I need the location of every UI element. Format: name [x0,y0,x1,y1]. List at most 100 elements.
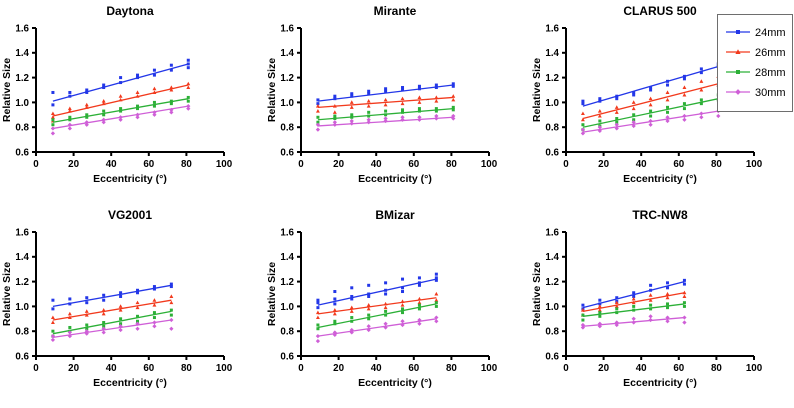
x-axis-label: Eccentricity (°) [358,377,432,389]
data-point [699,87,704,92]
x-tick-label: 60 [143,363,154,374]
data-point [417,307,421,311]
data-point [699,115,704,120]
data-point [169,99,173,103]
x-tick-label: 20 [68,363,79,374]
fit-line [317,278,437,306]
data-point [333,297,337,301]
data-point [367,283,371,287]
data-point [67,108,72,113]
data-point [699,71,703,75]
data-point [316,102,320,106]
data-point [152,100,156,104]
x-tick-label: 100 [481,159,498,170]
data-point [400,319,405,324]
data-point [367,292,371,296]
data-point [417,87,421,91]
y-tick-label: 1.0 [15,98,29,109]
data-point [84,309,89,313]
legend: 24mm 26mm 28mm 30mm [717,14,793,112]
y-axis-label: Relative Size [531,262,543,326]
data-point [648,118,653,124]
chart-clarus-500: CLARUS 500 0 20 40 60 80 100 0.6 0.8 1.0 1.2 1.4 1.… [530,0,794,204]
axis [565,232,754,357]
data-point [85,90,89,94]
data-point [68,118,72,122]
data-point [682,85,687,90]
x-axis-label: Eccentricity (°) [623,377,697,389]
data-point [118,327,123,333]
data-point [384,109,388,113]
y-tick-label: 0.8 [545,327,559,338]
data-point [699,111,704,116]
data-point [434,278,438,282]
chart-canvas: 0 20 40 60 80 100 0.6 0.8 1.0 1.2 1.4 1.6 Eccentrici… [531,227,763,389]
data-point [333,97,337,101]
data-point [598,311,602,315]
x-tick-label: 20 [333,159,344,170]
data-point [333,94,337,98]
data-point [152,303,157,307]
data-point [615,296,619,300]
fit-line [317,303,437,329]
y-tick-label: 1.0 [280,98,294,109]
y-axis-label: Relative Size [531,58,543,122]
data-point [699,79,704,83]
x-axis-label: Eccentricity (°) [93,173,167,185]
data-point [332,104,337,108]
data-point [50,337,56,343]
x-tick-label: 80 [711,159,722,170]
data-point [169,294,174,298]
y-tick-label: 1.4 [280,48,294,59]
data-point [735,89,741,95]
chart-canvas: 0 20 40 60 80 100 0.6 0.8 1.0 1.2 1.4 1.6 Eccentrici… [1,23,233,185]
data-point [135,300,140,305]
data-point [51,329,55,333]
fit-line [317,96,454,109]
data-point [666,110,670,114]
data-point [119,109,123,113]
data-point [598,99,602,103]
data-point [349,327,354,333]
data-point [349,309,354,313]
data-point [682,107,686,111]
data-point [332,332,337,338]
data-point [632,93,636,97]
data-point [333,302,337,306]
data-point [384,288,388,292]
data-point [316,306,320,310]
data-point [666,286,670,290]
data-point [598,298,602,302]
legend-label: 26mm [755,47,786,59]
data-point [451,84,455,88]
data-point [67,315,72,320]
data-point [186,58,190,62]
data-point [333,117,337,121]
data-point [400,303,405,307]
axis [35,28,224,153]
data-point [682,315,687,320]
data-point [434,272,438,276]
data-point [316,120,320,124]
data-point [135,112,140,117]
data-point [169,68,173,72]
series-26mm-marker-icon [725,44,751,62]
data-point [119,322,123,326]
data-point [383,118,388,124]
x-tick-label: 60 [408,363,419,374]
y-axis-label: Relative Size [266,58,278,122]
data-point [417,300,422,305]
data-point [417,84,421,88]
data-point [614,304,619,308]
data-point [169,313,173,317]
data-point [84,102,89,107]
x-tick-label: 0 [298,159,304,170]
data-point [315,104,320,108]
chart-trc-nw8: TRC-NW8 0 20 40 60 80 100 0.6 0.8 1.0 1.2 1.4 1.6 Ec… [530,204,794,408]
data-point [383,305,388,310]
data-point [400,101,405,106]
data-point [169,87,174,92]
data-point [666,83,670,87]
data-point [315,108,320,113]
fit-line [52,284,172,308]
